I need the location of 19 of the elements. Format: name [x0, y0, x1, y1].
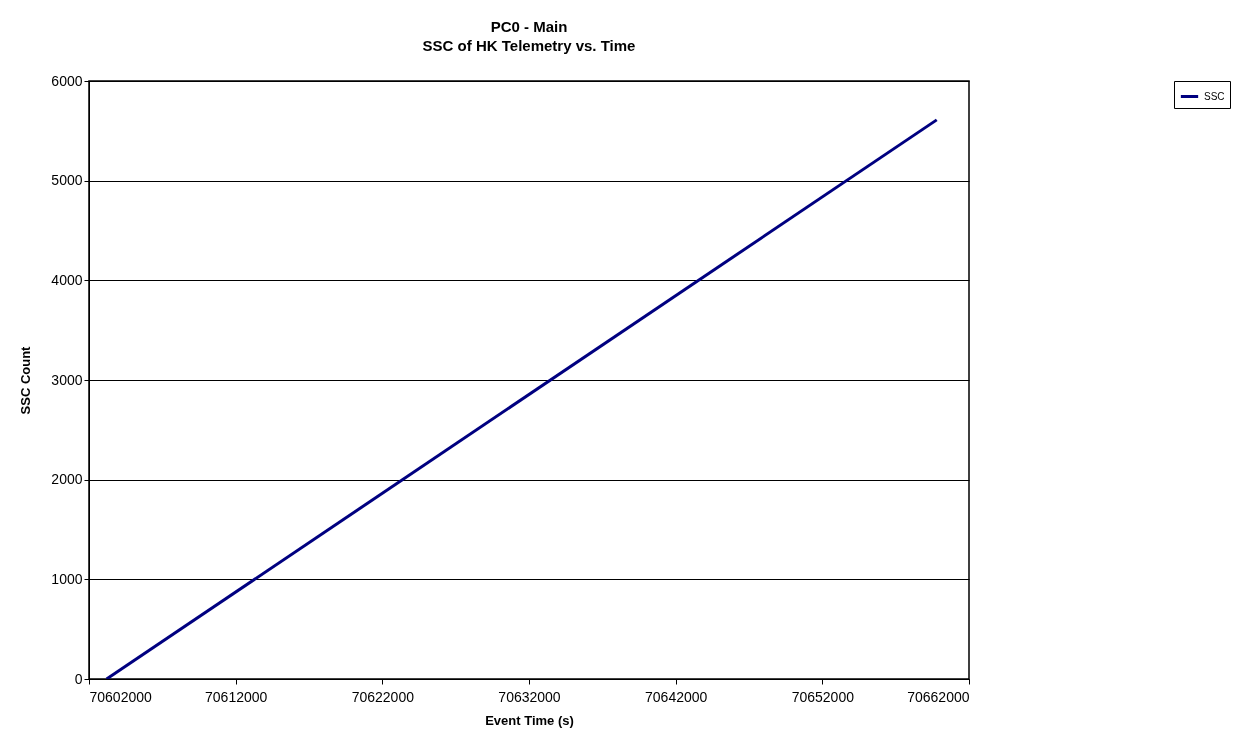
x-axis-title: Event Time (s) — [485, 712, 574, 728]
y-tick-label: 4000 — [51, 271, 83, 288]
x-tick-label: 70632000 — [498, 688, 561, 705]
y-tick-label: 3000 — [51, 371, 83, 388]
x-tick-label: 70612000 — [205, 688, 268, 705]
y-tick-label: 5000 — [51, 172, 83, 189]
y-tick-label: 6000 — [51, 72, 83, 89]
x-tick-label: 70652000 — [791, 688, 855, 705]
chart-title: PC0 - Main — [490, 18, 568, 35]
x-tick-label: 70622000 — [351, 688, 415, 705]
chart-subtitle: SSC of HK Telemetry vs. Time — [422, 37, 636, 54]
y-axis-title: SSC Count — [18, 345, 34, 415]
y-tick-label: 0 — [74, 670, 83, 687]
x-tick-label: 70662000 — [907, 688, 970, 705]
legend-label: SSC — [1204, 90, 1225, 102]
x-tick-label: 70602000 — [89, 688, 152, 705]
y-tick-label: 2000 — [51, 471, 83, 488]
x-tick-label: 70642000 — [645, 688, 708, 705]
y-tick-label: 1000 — [51, 570, 83, 587]
